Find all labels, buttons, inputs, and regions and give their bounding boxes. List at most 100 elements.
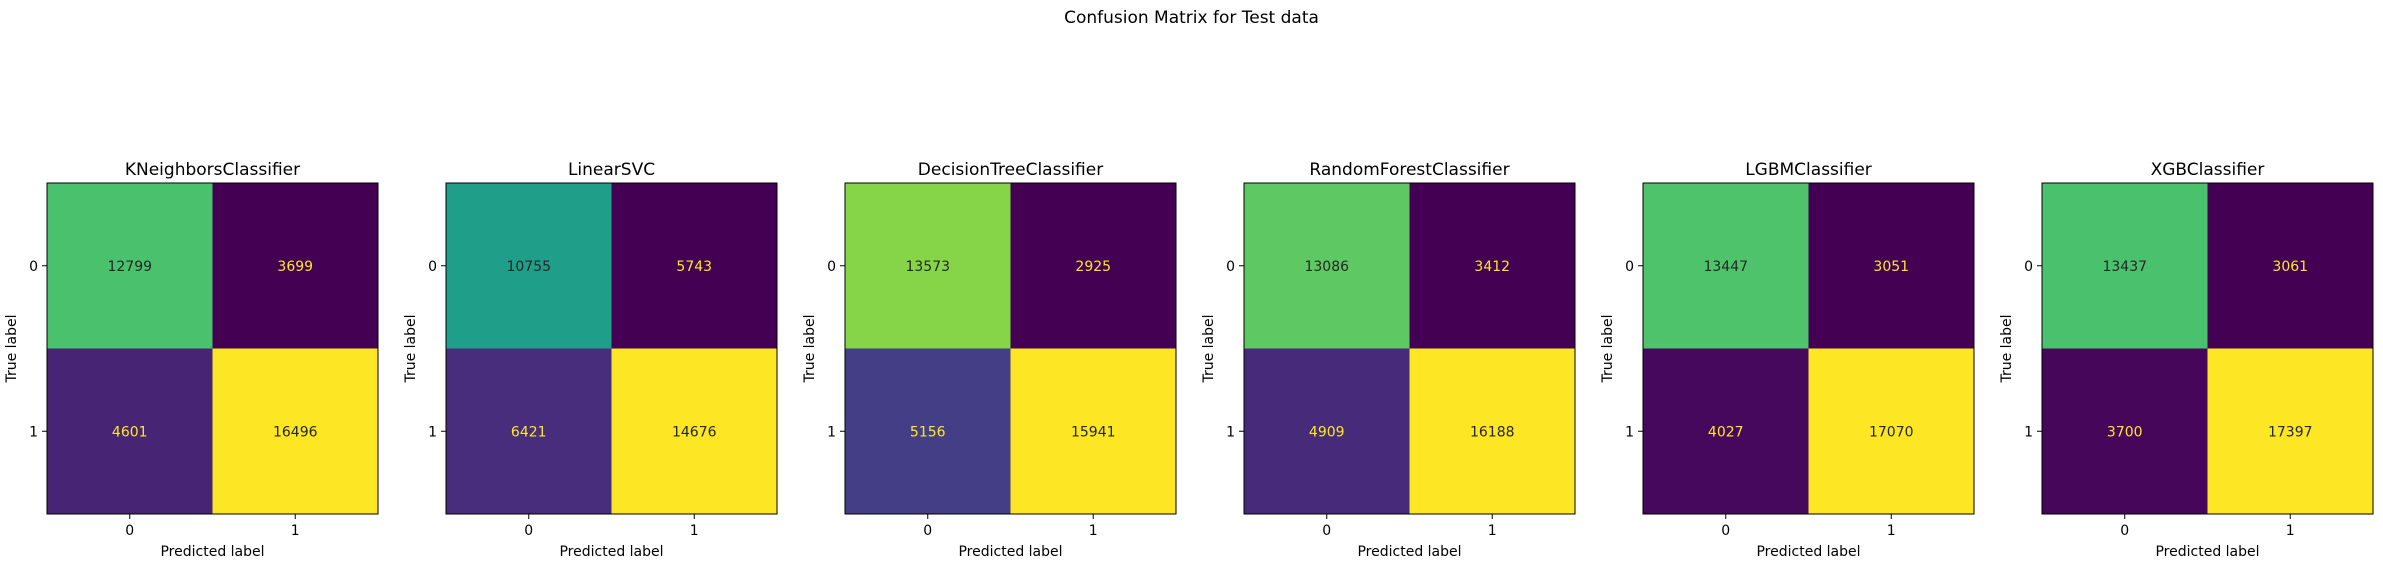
confusion-matrix-panel: 10755 5743 6421 14676 LinearSVC 0 1 0 1 Predicted… bbox=[403, 160, 778, 560]
panel-title: LinearSVC bbox=[568, 160, 655, 180]
axes-frame bbox=[445, 182, 778, 515]
cell-value-label: 5156 bbox=[910, 424, 946, 440]
y-tick-label: 0 bbox=[1625, 259, 1634, 275]
cell-value-label: 4909 bbox=[1309, 424, 1345, 440]
cell-value-label: 3412 bbox=[1474, 259, 1510, 275]
y-tick-label: 1 bbox=[29, 424, 38, 440]
y-axis-label: True label bbox=[802, 314, 818, 383]
x-tick-label: 0 bbox=[2120, 523, 2129, 539]
cell-value-label: 3051 bbox=[1873, 259, 1909, 275]
matrix-cell bbox=[47, 183, 213, 349]
cell-value-label: 4601 bbox=[112, 424, 148, 440]
matrix-cell bbox=[1808, 183, 1974, 349]
x-tick-label: 0 bbox=[524, 523, 533, 539]
matrix-cell bbox=[1643, 183, 1809, 349]
y-tick-label: 0 bbox=[827, 259, 836, 275]
cell-value-label: 16188 bbox=[1470, 424, 1515, 440]
panel-title: RandomForestClassifier bbox=[1309, 160, 1509, 180]
matrix-cell bbox=[1010, 348, 1176, 514]
x-tick-label: 1 bbox=[291, 523, 300, 539]
x-axis-label: Predicted label bbox=[2155, 544, 2259, 560]
matrix-cell bbox=[611, 183, 777, 349]
x-axis-label: Predicted label bbox=[1756, 544, 1860, 560]
x-axis-label: Predicted label bbox=[160, 544, 264, 560]
matrix-cell bbox=[212, 183, 378, 349]
y-axis-label: True label bbox=[403, 314, 419, 383]
y-tick-label: 0 bbox=[1226, 259, 1235, 275]
cell-value-label: 3700 bbox=[2107, 424, 2143, 440]
matrix-cell bbox=[1643, 348, 1809, 514]
confusion-matrix-panel: 13573 2925 5156 15941 DecisionTreeClassifier… bbox=[802, 160, 1177, 560]
y-tick-label: 0 bbox=[428, 259, 437, 275]
confusion-matrix-panel: 13437 3061 3700 17397 XGBClassifier 0 1 0 1 Predi… bbox=[1999, 160, 2374, 560]
y-tick-label: 0 bbox=[2024, 259, 2033, 275]
cell-value-label: 3699 bbox=[277, 259, 313, 275]
matrix-cell bbox=[2207, 183, 2373, 349]
matrix-cell bbox=[1244, 348, 1410, 514]
x-tick-label: 1 bbox=[1488, 523, 1497, 539]
y-tick-label: 1 bbox=[1226, 424, 1235, 440]
matrix-cell bbox=[1409, 183, 1575, 349]
confusion-matrix-panel: 13447 3051 4027 17070 LGBMClassifier 0 1 0 1 Pred… bbox=[1600, 160, 1975, 560]
panel-title: XGBClassifier bbox=[2151, 160, 2265, 180]
x-axis-label: Predicted label bbox=[958, 544, 1062, 560]
cell-value-label: 17070 bbox=[1869, 424, 1914, 440]
axes-frame bbox=[46, 182, 379, 515]
cell-value-label: 13447 bbox=[1703, 259, 1748, 275]
y-tick-label: 0 bbox=[29, 259, 38, 275]
x-tick-label: 0 bbox=[1721, 523, 1730, 539]
matrix-cell bbox=[212, 348, 378, 514]
cell-value-label: 3061 bbox=[2272, 259, 2308, 275]
matrix-cell bbox=[1409, 348, 1575, 514]
matrix-cell bbox=[446, 348, 612, 514]
cell-value-label: 13437 bbox=[2102, 259, 2147, 275]
matrix-cell bbox=[2042, 183, 2208, 349]
y-axis-label: True label bbox=[1201, 314, 1217, 383]
panel-title: LGBMClassifier bbox=[1745, 160, 1872, 180]
figure-title: Confusion Matrix for Test data bbox=[1064, 8, 1319, 28]
cell-value-label: 17397 bbox=[2268, 424, 2313, 440]
y-tick-label: 1 bbox=[2024, 424, 2033, 440]
matrix-cell bbox=[2042, 348, 2208, 514]
x-axis-label: Predicted label bbox=[559, 544, 663, 560]
matrix-cell bbox=[845, 183, 1011, 349]
cell-value-label: 15941 bbox=[1071, 424, 1116, 440]
x-axis-label: Predicted label bbox=[1357, 544, 1461, 560]
axes-frame bbox=[844, 182, 1177, 515]
matrix-cell bbox=[845, 348, 1011, 514]
matrix-cell bbox=[446, 183, 612, 349]
cell-value-label: 5743 bbox=[676, 259, 712, 275]
matrix-cell bbox=[2207, 348, 2373, 514]
y-axis-label: True label bbox=[1999, 314, 2015, 383]
x-tick-label: 1 bbox=[1887, 523, 1896, 539]
axes-frame bbox=[1243, 182, 1576, 515]
matrix-cell bbox=[1010, 183, 1176, 349]
x-tick-label: 1 bbox=[1089, 523, 1098, 539]
y-tick-label: 1 bbox=[1625, 424, 1634, 440]
y-axis-label: True label bbox=[4, 314, 20, 383]
matrix-cell bbox=[1808, 348, 1974, 514]
cell-value-label: 14676 bbox=[672, 424, 717, 440]
cell-value-label: 4027 bbox=[1708, 424, 1744, 440]
x-tick-label: 1 bbox=[2286, 523, 2295, 539]
axes-frame bbox=[2041, 182, 2374, 515]
cell-value-label: 10755 bbox=[506, 259, 551, 275]
x-tick-label: 0 bbox=[1322, 523, 1331, 539]
x-tick-label: 0 bbox=[125, 523, 134, 539]
y-axis-label: True label bbox=[1600, 314, 1616, 383]
matrix-cell bbox=[47, 348, 213, 514]
cell-value-label: 13573 bbox=[905, 259, 950, 275]
y-tick-label: 1 bbox=[827, 424, 836, 440]
cell-value-label: 16496 bbox=[273, 424, 318, 440]
x-tick-label: 1 bbox=[690, 523, 699, 539]
y-tick-label: 1 bbox=[428, 424, 437, 440]
matrix-cell bbox=[1244, 183, 1410, 349]
cell-value-label: 6421 bbox=[511, 424, 547, 440]
cell-value-label: 2925 bbox=[1075, 259, 1111, 275]
confusion-matrix-panel: 12799 3699 4601 16496 KNeighborsClassifier 0 1… bbox=[4, 160, 379, 560]
cell-value-label: 12799 bbox=[107, 259, 152, 275]
cell-value-label: 13086 bbox=[1304, 259, 1349, 275]
matrix-cell bbox=[611, 348, 777, 514]
